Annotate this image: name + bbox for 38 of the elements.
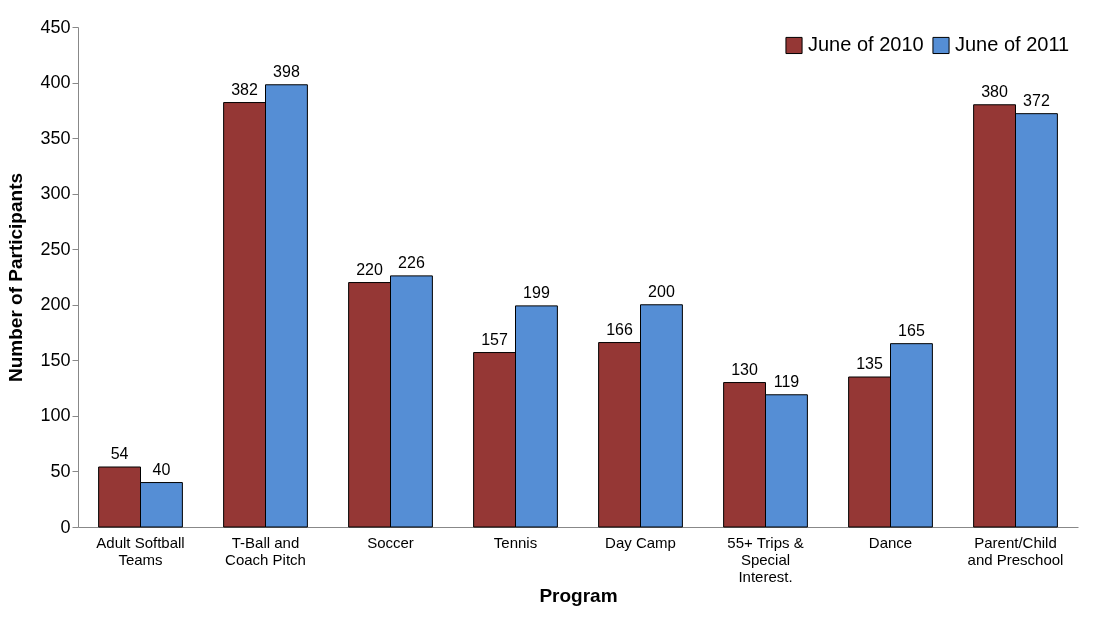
data-label: 157 [481,330,509,348]
data-label: 382 [231,80,259,98]
data-label: 199 [523,283,550,301]
y-tick-label: 400 [40,72,71,93]
data-label: 226 [398,253,425,271]
x-tick-label: Adult Softball Teams [96,533,185,568]
x-tick-label: 55+ Trips & Special Interest. [727,533,804,585]
x-tick-label: Parent/Child and Preschool [967,533,1064,568]
data-label: 200 [648,282,675,300]
y-tick-label: 300 [40,183,71,204]
data-label: 220 [356,260,384,278]
data-label: 40 [152,460,171,478]
x-tick-label: Soccer [367,533,414,551]
data-label: 380 [981,82,1009,100]
x-axis-title: Program [539,584,618,606]
data-label: 165 [898,321,925,339]
x-tick-label: T-Ball and Coach Pitch [225,533,306,568]
data-label: 119 [773,372,800,390]
x-tick-label: Day Camp [605,533,676,551]
y-tick-label: 50 [50,460,71,481]
y-tick-label: 100 [40,405,71,426]
data-label: 130 [731,360,759,378]
y-tick-label: 450 [40,16,71,37]
legend-label: June of 2011 [955,33,1070,56]
data-label: 372 [1023,91,1050,109]
x-tick-label: Dance [868,533,913,551]
y-tick-label: 200 [40,294,71,315]
data-label: 398 [273,62,300,80]
legend-label: June of 2010 [808,33,924,56]
y-tick-label: 0 [60,516,71,537]
y-tick-label: 150 [40,349,71,370]
data-label: 166 [606,320,634,338]
data-label: 54 [110,445,129,462]
y-tick-label: 250 [40,238,71,259]
data-label: 135 [856,355,884,372]
y-tick-label: 350 [40,127,71,148]
y-axis-title: Number of Participants [5,172,27,383]
x-tick-label: Tennis [493,533,538,551]
